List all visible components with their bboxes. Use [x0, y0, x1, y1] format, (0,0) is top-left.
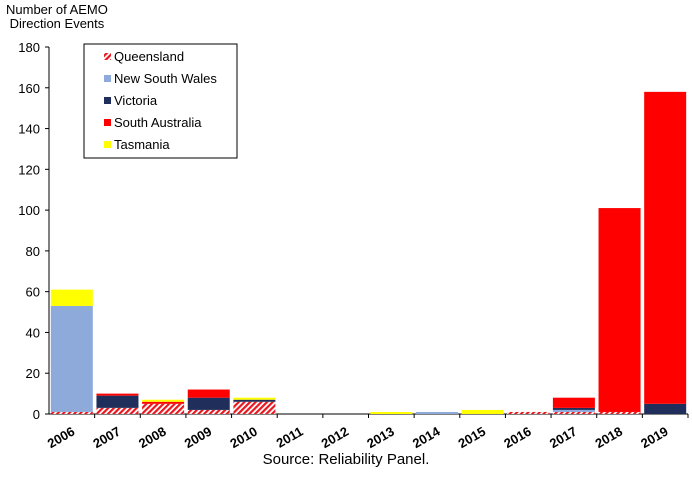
y-axis-title: Number of AEMO Direction Events: [6, 3, 108, 31]
bar-segment-queensland: [50, 411, 93, 414]
bar-segment-queensland: [233, 401, 276, 414]
bar-segment-tasmania: [233, 397, 276, 400]
y-tick-label: 40: [26, 325, 40, 340]
bar-segment-victoria: [644, 403, 687, 414]
x-tick-label: 2009: [182, 424, 215, 451]
legend-swatch: [104, 141, 111, 148]
bar-segment-south-australia: [187, 389, 230, 398]
legend-label: Tasmania: [114, 137, 170, 152]
bar-segment-new-south-wales: [415, 411, 458, 414]
bar-segment-queensland: [96, 407, 139, 414]
bar-segment-queensland: [187, 409, 230, 414]
legend-label: Queensland: [114, 49, 184, 64]
x-tick-label: 2014: [410, 423, 443, 451]
y-axis-title-line-1: Number of AEMO: [6, 2, 108, 17]
bar-segment-tasmania: [461, 409, 504, 414]
bar-segment-south-australia: [552, 397, 595, 408]
bar-segment-queensland: [552, 411, 595, 414]
y-tick-label: 180: [18, 40, 40, 55]
x-tick-label: 2012: [319, 424, 352, 451]
bar-segment-tasmania: [142, 399, 185, 402]
bar-segment-victoria: [187, 397, 230, 410]
legend-label: Victoria: [114, 93, 158, 108]
y-tick-label: 160: [18, 81, 40, 96]
x-tick-label: 2006: [45, 424, 78, 451]
y-tick-label: 20: [26, 366, 40, 381]
bar-segment-south-australia: [142, 401, 185, 404]
x-tick-label: 2007: [90, 424, 123, 451]
y-tick-label: 120: [18, 162, 40, 177]
y-tick-label: 80: [26, 244, 40, 259]
bar-segment-queensland: [142, 403, 185, 414]
bar-segment-south-australia: [598, 208, 641, 412]
bar-segment-victoria: [552, 407, 595, 410]
x-tick-label: 2010: [227, 424, 260, 451]
x-tick-label: 2017: [547, 424, 580, 451]
x-tick-label: 2018: [592, 424, 625, 451]
y-tick-label: 0: [33, 407, 40, 422]
y-tick-label: 100: [18, 203, 40, 218]
bar-segment-south-australia: [644, 91, 687, 404]
x-tick-label: 2019: [638, 424, 671, 451]
bar-segment-tasmania: [50, 289, 93, 306]
bar-segment-queensland: [598, 411, 641, 414]
legend-swatch: [104, 53, 111, 60]
y-tick-label: 140: [18, 122, 40, 137]
x-tick-label: 2011: [274, 424, 306, 451]
legend-label: New South Wales: [114, 71, 217, 86]
source-note: Source: Reliability Panel.: [262, 451, 430, 468]
x-tick-label: 2016: [501, 424, 534, 451]
legend-swatch: [104, 75, 111, 82]
y-axis-title-line-2: Direction Events: [9, 16, 105, 31]
legend-swatch: [104, 97, 111, 104]
x-tick-label: 2008: [136, 424, 169, 451]
bar-segment-victoria: [96, 395, 139, 408]
x-tick-label: 2013: [364, 424, 397, 451]
bar-segment-new-south-wales: [50, 305, 93, 412]
legend-swatch: [104, 119, 111, 126]
bar-segment-queensland: [507, 411, 550, 414]
bar-segment-tasmania: [370, 411, 413, 414]
bar-segment-new-south-wales: [552, 409, 595, 412]
bar-segment-victoria: [233, 399, 276, 402]
bar-segment-south-australia: [96, 393, 139, 396]
y-tick-label: 60: [26, 285, 40, 300]
x-tick-label: 2015: [456, 424, 489, 451]
legend-label: South Australia: [114, 115, 202, 130]
